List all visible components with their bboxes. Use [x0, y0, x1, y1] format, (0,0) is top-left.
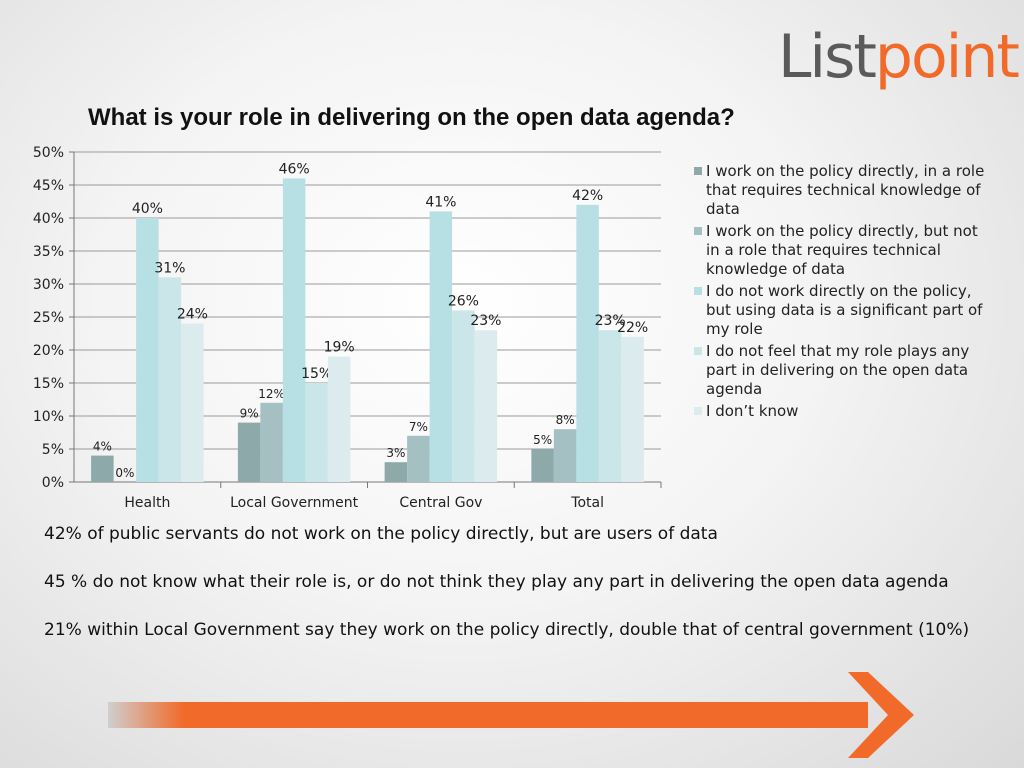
data-label: 0% — [115, 466, 134, 480]
logo-text-list: List — [778, 22, 877, 92]
bar — [237, 422, 261, 482]
chart-legend: I work on the policy directly, in a role… — [694, 162, 994, 424]
legend-label: I work on the policy directly, but not i… — [706, 222, 978, 278]
legend-swatch — [694, 407, 702, 415]
data-label: 24% — [177, 307, 208, 323]
y-tick-label: 30% — [33, 277, 64, 293]
arrow-right-icon — [848, 672, 914, 758]
legend-item: I don’t know — [694, 402, 994, 421]
y-tick-label: 40% — [33, 211, 64, 227]
note-3: 21% within Local Government say they wor… — [44, 620, 970, 640]
y-tick-label: 5% — [42, 442, 64, 458]
logo-text-point: point — [874, 22, 1020, 92]
data-label: 19% — [324, 340, 355, 356]
chart-title: What is your role in delivering on the o… — [88, 104, 735, 131]
summary-notes: 42% of public servants do not work on th… — [44, 524, 969, 668]
data-label: 42% — [572, 188, 603, 204]
bar — [553, 429, 577, 482]
bar — [407, 435, 430, 482]
y-tick-label: 25% — [33, 310, 64, 326]
data-label: 15% — [301, 366, 332, 382]
y-tick-label: 45% — [33, 178, 64, 194]
x-tick-label: Central Gov — [399, 495, 482, 511]
bar — [181, 323, 204, 482]
bar — [136, 218, 159, 482]
data-label: 46% — [279, 161, 310, 177]
legend-swatch — [694, 287, 702, 295]
data-label: 12% — [258, 387, 285, 401]
bar — [429, 211, 453, 482]
bar — [452, 310, 475, 482]
legend-label: I do not work directly on the policy, bu… — [706, 282, 983, 338]
y-tick-label: 0% — [42, 475, 64, 491]
y-tick-label: 10% — [33, 409, 64, 425]
data-label: 31% — [154, 260, 185, 276]
data-label: 41% — [425, 194, 456, 210]
bar — [576, 204, 599, 483]
data-label: 23% — [470, 313, 501, 329]
data-label: 7% — [409, 420, 428, 434]
data-label: 8% — [556, 413, 575, 427]
data-label: 9% — [240, 407, 259, 421]
data-label: 26% — [448, 293, 479, 309]
y-tick-label: 50% — [33, 145, 64, 161]
x-tick-label: Health — [124, 495, 170, 511]
bar — [598, 330, 622, 482]
data-label: 23% — [595, 313, 626, 329]
x-tick-label: Total — [570, 495, 604, 511]
bar — [384, 462, 408, 482]
data-label: 40% — [132, 201, 163, 217]
legend-item: I work on the policy directly, in a role… — [694, 162, 994, 219]
note-2: 45 % do not know what their role is, or … — [44, 572, 949, 592]
bar — [305, 383, 328, 482]
bar — [621, 336, 644, 482]
bar — [327, 356, 351, 482]
legend-swatch — [694, 227, 702, 235]
bar — [158, 277, 182, 482]
legend-label: I don’t know — [706, 402, 799, 420]
listpoint-logo: Listpoint — [778, 22, 1020, 92]
legend-item: I do not feel that my role plays any par… — [694, 342, 994, 399]
data-label: 4% — [93, 440, 112, 454]
bar-chart: 0%5%10%15%20%25%30%35%40%45%50%4%0%40%31… — [33, 145, 662, 511]
data-label: 5% — [533, 433, 552, 447]
y-tick-label: 35% — [33, 244, 64, 260]
data-label: 22% — [617, 320, 648, 336]
y-tick-label: 20% — [33, 343, 64, 359]
note-1: 42% of public servants do not work on th… — [44, 524, 718, 544]
arrow-bar — [108, 702, 868, 728]
data-label: 3% — [386, 446, 405, 460]
bar — [91, 455, 114, 482]
bar — [531, 449, 554, 482]
bar — [260, 402, 283, 482]
y-tick-label: 15% — [33, 376, 64, 392]
legend-label: I do not feel that my role plays any par… — [706, 342, 970, 398]
legend-swatch — [694, 167, 702, 175]
bar — [474, 330, 498, 482]
legend-item: I do not work directly on the policy, bu… — [694, 282, 994, 339]
legend-item: I work on the policy directly, but not i… — [694, 222, 994, 279]
legend-swatch — [694, 347, 702, 355]
x-tick-label: Local Government — [230, 495, 359, 511]
bar — [282, 178, 306, 482]
legend-label: I work on the policy directly, in a role… — [706, 162, 985, 218]
